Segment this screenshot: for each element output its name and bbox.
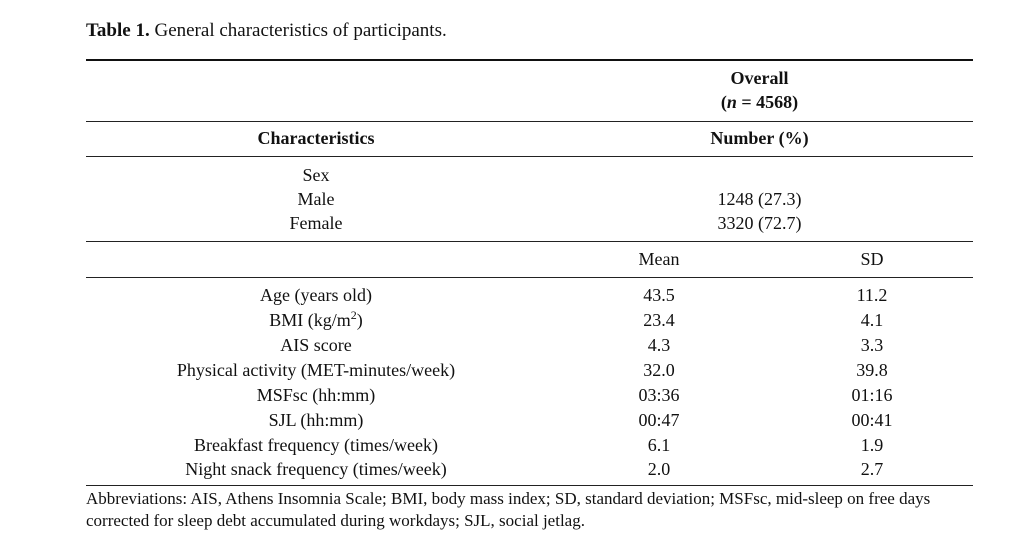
stat-mean-age: 43.5 xyxy=(643,285,675,305)
stat-label-bmi-end: ) xyxy=(356,310,363,330)
caption-label: Table 1. xyxy=(86,20,150,41)
stat-mean-breakfast: 6.1 xyxy=(647,435,671,455)
stat-label-ais: AIS score xyxy=(280,335,352,355)
stats-header-rule xyxy=(86,277,973,278)
sex-row-male-value: 1248 (27.3) xyxy=(717,189,802,209)
table-caption: Table 1. General characteristics of part… xyxy=(86,20,447,42)
top-rule xyxy=(86,59,973,61)
sex-row-female-label: Female xyxy=(289,213,343,233)
header-n-open: ( xyxy=(720,92,727,112)
stat-sd-ais: 3.3 xyxy=(860,335,884,355)
header-n-symbol: n xyxy=(726,92,737,112)
stat-mean-ais: 4.3 xyxy=(647,335,671,355)
stat-sd-sjl: 00:41 xyxy=(851,410,893,430)
stat-label-breakfast: Breakfast frequency (times/week) xyxy=(194,435,438,455)
stat-sd-night-snack: 2.7 xyxy=(860,459,884,479)
stat-label-bmi: BMI (kg/m2) xyxy=(86,308,546,332)
stat-label-bmi-text: BMI (kg/m xyxy=(269,310,351,330)
stats-header-sd: SD xyxy=(860,249,884,269)
bottom-rule xyxy=(86,485,973,486)
stat-mean-night-snack: 2.0 xyxy=(647,459,671,479)
stats-header-mean: Mean xyxy=(638,249,680,269)
stat-label-night-snack: Night snack frequency (times/week) xyxy=(185,459,447,479)
section-rule xyxy=(86,241,973,242)
stat-label-sjl: SJL (hh:mm) xyxy=(268,410,364,430)
sex-title: Sex xyxy=(302,165,330,185)
stat-sd-age: 11.2 xyxy=(856,285,888,305)
stat-sd-msfsc: 01:16 xyxy=(851,385,893,405)
stat-mean-physical-activity: 32.0 xyxy=(643,360,675,380)
subheader-rule xyxy=(86,156,973,157)
stat-label-physical-activity: Physical activity (MET-minutes/week) xyxy=(176,360,456,380)
stat-sd-physical-activity: 39.8 xyxy=(856,360,888,380)
table-footnote: Abbreviations: AIS, Athens Insomnia Scal… xyxy=(86,489,931,530)
stat-mean-bmi: 23.4 xyxy=(643,310,675,330)
stat-mean-msfsc: 03:36 xyxy=(638,385,680,405)
header-n-value: = 4568) xyxy=(736,92,799,112)
stat-mean-sjl: 00:47 xyxy=(638,410,680,430)
stat-label-bmi-sup: 2 xyxy=(350,308,357,322)
header-characteristics: Characteristics xyxy=(257,128,375,148)
stat-label-msfsc: MSFsc (hh:mm) xyxy=(256,385,376,405)
stat-sd-bmi: 4.1 xyxy=(860,310,884,330)
sex-row-male-label: Male xyxy=(297,189,335,209)
header-overall: Overall xyxy=(730,68,789,88)
sex-row-female-value: 3320 (72.7) xyxy=(717,213,802,233)
stat-sd-breakfast: 1.9 xyxy=(860,435,884,455)
stat-label-age: Age (years old) xyxy=(260,285,372,305)
header-rule xyxy=(86,121,973,122)
header-n: (n = 4568) xyxy=(546,90,973,114)
header-number-pct: Number (%) xyxy=(710,128,809,148)
caption-text: General characteristics of participants. xyxy=(149,20,447,41)
